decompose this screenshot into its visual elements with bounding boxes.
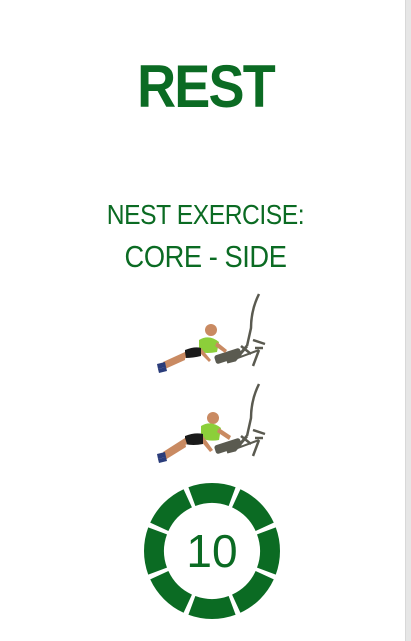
rest-title: REST bbox=[137, 53, 276, 120]
timer-segment bbox=[150, 571, 192, 613]
exercise-machine bbox=[214, 293, 266, 367]
next-exercise-label: NEST EXERCISE: bbox=[106, 199, 305, 230]
timer-segment bbox=[188, 596, 236, 619]
scrollbar[interactable] bbox=[405, 0, 411, 641]
timer-countdown: 10 bbox=[186, 525, 238, 577]
person-figure bbox=[157, 412, 231, 463]
timer-segment bbox=[232, 571, 274, 613]
timer-segment bbox=[232, 489, 274, 531]
next-exercise-name: CORE - SIDE bbox=[124, 239, 287, 274]
exercise-image-1 bbox=[157, 293, 266, 373]
timer-segment bbox=[144, 527, 167, 575]
timer-segment bbox=[257, 527, 280, 575]
timer-ring bbox=[144, 483, 280, 619]
exercise-machine bbox=[214, 383, 266, 457]
person-figure bbox=[157, 324, 227, 373]
timer-segment bbox=[150, 489, 192, 531]
timer-segment bbox=[188, 483, 236, 506]
exercise-image-2 bbox=[157, 383, 266, 463]
